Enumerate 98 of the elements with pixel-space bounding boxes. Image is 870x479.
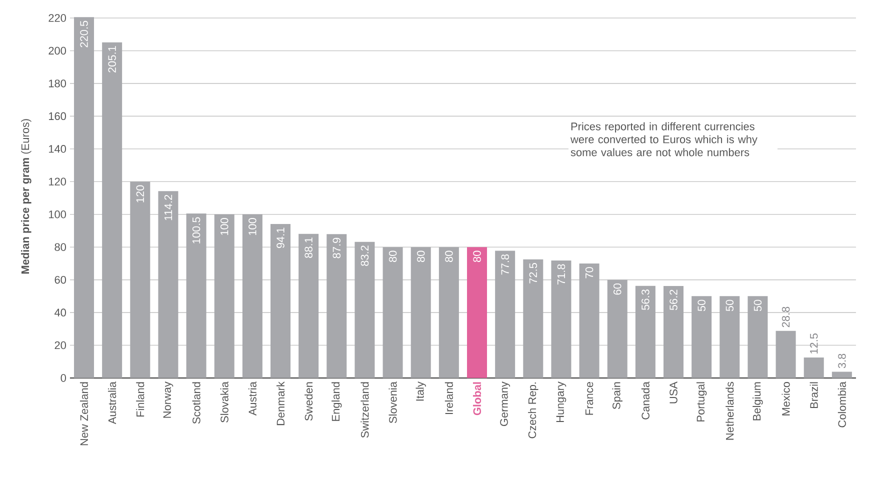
y-tick-label: 200 <box>48 46 66 55</box>
x-tick-label: Spain <box>612 382 622 410</box>
data-label: 94.1 <box>276 228 284 248</box>
x-tick-label: Global <box>472 382 482 416</box>
bar <box>748 296 768 378</box>
data-label: 80 <box>445 250 453 262</box>
bar <box>130 182 150 378</box>
data-label: 120 <box>136 185 144 202</box>
data-label: 56.3 <box>642 290 650 310</box>
bar <box>438 247 459 378</box>
x-tick-label: Slovakia <box>220 382 228 422</box>
y-tick-label: 100 <box>48 210 66 218</box>
x-tick-label: New Zealand <box>80 382 88 446</box>
data-label: 80 <box>416 250 425 262</box>
x-tick-label: Finland <box>136 382 144 417</box>
bar <box>804 358 824 378</box>
x-tick-label: Mexico <box>782 382 790 416</box>
y-tick-label: 20 <box>54 341 66 350</box>
x-tick-label: Switzerland <box>360 382 369 438</box>
data-label: 28.8 <box>782 306 790 328</box>
x-tick-label: Norway <box>163 382 174 418</box>
bar <box>102 42 122 378</box>
data-label: 100.5 <box>192 217 200 244</box>
data-label: 87.9 <box>332 238 341 258</box>
bar <box>298 234 319 378</box>
data-label: 3.8 <box>838 354 846 368</box>
bar <box>551 260 572 378</box>
data-label: 70 <box>585 267 594 278</box>
bar <box>523 259 544 378</box>
y-tick-label: 40 <box>54 308 66 316</box>
data-label: 56.2 <box>670 290 678 310</box>
bar <box>692 296 712 378</box>
data-label: 88.1 <box>304 238 312 258</box>
x-tick-label: Scotland <box>192 382 200 424</box>
x-tick-label: Czech Rep. <box>528 382 538 438</box>
bar <box>158 191 178 378</box>
bar <box>720 296 740 378</box>
bar <box>270 224 290 378</box>
bar <box>495 250 516 378</box>
x-tick-label: Canada <box>641 382 650 420</box>
x-tick-label: Portugal <box>696 382 707 422</box>
x-tick-label: Hungary <box>556 382 566 422</box>
bar <box>382 247 403 378</box>
x-tick-label: Germany <box>500 382 510 426</box>
bar <box>410 247 431 378</box>
data-label: 71.8 <box>557 264 566 284</box>
data-label: 205.1 <box>108 46 116 72</box>
bar <box>186 214 206 378</box>
bar <box>354 242 375 378</box>
bar <box>776 330 796 378</box>
bar <box>664 286 684 378</box>
x-tick-label: USA <box>670 382 678 404</box>
x-tick-label: France <box>585 382 594 415</box>
data-label: 60 <box>613 283 622 295</box>
bar <box>832 372 852 378</box>
data-label: 50 <box>754 300 762 312</box>
x-tick-label: Sweden <box>304 382 313 421</box>
y-tick-label: 120 <box>48 178 66 186</box>
x-tick-label: Colombia <box>838 382 846 428</box>
data-label: 50 <box>698 300 706 312</box>
y-tick-label: 140 <box>48 145 66 153</box>
data-label: 80 <box>388 250 397 262</box>
bar <box>607 280 628 378</box>
bar <box>242 214 262 378</box>
y-tick-label: 220 <box>48 14 66 22</box>
x-tick-label: Italy <box>416 382 426 401</box>
x-tick-label: Belgium <box>752 382 763 420</box>
y-tick-label: 80 <box>54 243 66 251</box>
data-label: 72.5 <box>529 263 538 284</box>
y-axis-title: Median price per gram (Euros) <box>21 119 32 274</box>
x-tick-label: Austria <box>248 382 256 416</box>
x-tick-label: Netherlands <box>726 382 734 440</box>
x-tick-label: England <box>332 382 342 421</box>
x-tick-label: Ireland <box>444 382 453 414</box>
annotation: Prices reported in different currencies were converted to Euros which is why some values are not whole numbers <box>570 122 758 156</box>
data-label: 12.5 <box>810 333 818 354</box>
bar <box>214 214 234 378</box>
y-tick-label: 0 <box>60 374 66 382</box>
data-label: 100 <box>220 218 228 236</box>
bar <box>635 286 656 378</box>
data-label: 50 <box>726 300 734 312</box>
x-tick-label: Denmark <box>276 382 285 426</box>
data-label: 100 <box>248 218 256 236</box>
data-label: 220.5 <box>80 20 88 48</box>
x-tick-label: Brazil <box>810 382 818 408</box>
x-tick-label: Slovenia <box>388 382 397 424</box>
bar <box>579 263 600 378</box>
x-tick-label: Australia <box>108 382 116 424</box>
y-tick-label: 180 <box>48 80 66 88</box>
y-tick-label: 160 <box>48 112 66 120</box>
y-tick-label: 60 <box>54 276 66 284</box>
bar <box>74 17 94 378</box>
data-label: 114.2 <box>164 194 172 220</box>
data-label: 80 <box>473 250 481 262</box>
bar <box>326 234 347 378</box>
data-label: 77.8 <box>501 254 509 275</box>
data-label: 83.2 <box>360 246 369 266</box>
bar <box>467 247 488 378</box>
